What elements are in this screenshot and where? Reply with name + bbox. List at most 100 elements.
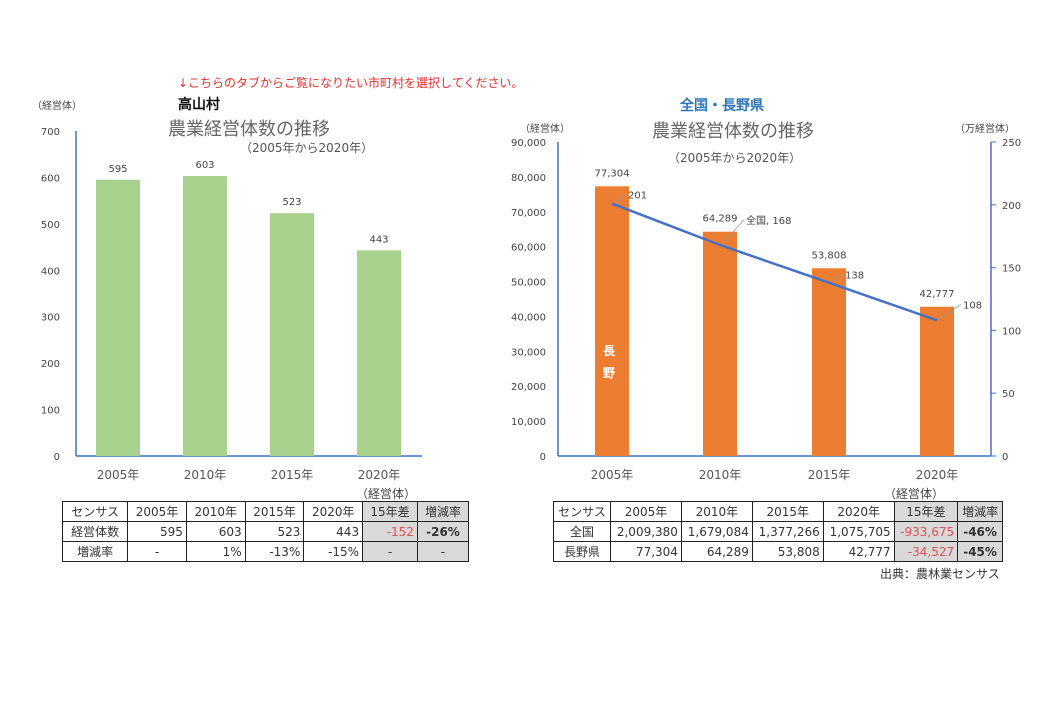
x-tick-label: 2020年 xyxy=(916,468,959,482)
table-cell: -26% xyxy=(416,521,470,542)
table-cell: -13% xyxy=(244,541,305,562)
table-row: 長野県 77,304 64,289 53,808 42,777 -34,527 -45% xyxy=(552,541,1003,562)
data-label: 595 xyxy=(108,164,127,175)
y2-tick-label: 250 xyxy=(1002,138,1021,149)
table-cell: 2,009,380 xyxy=(610,521,682,542)
y-tick-label: 700 xyxy=(41,127,60,138)
x-tick-label: 2020年 xyxy=(358,468,401,482)
table-cell: -152 xyxy=(362,521,418,542)
y-tick-label: 30,000 xyxy=(511,347,546,358)
left-data-table: センサス 2005年 2010年 2015年 2020年 15年差 増減率 経営体数 595 60… xyxy=(61,501,470,562)
right-y2-axis-label: （万経営体） xyxy=(955,124,1015,135)
left-x-unit-label: （経営体） xyxy=(356,487,417,501)
right-chart-title: 農業経営体数の推移 xyxy=(652,121,814,142)
x-tick-label: 2010年 xyxy=(699,468,742,482)
y2-tick-label: 50 xyxy=(1002,389,1015,400)
header-cell: 15年差 xyxy=(893,501,959,522)
y-tick-label: 100 xyxy=(41,406,60,417)
right-y-axis-label: （経営体） xyxy=(520,124,570,135)
y-tick-label: 0 xyxy=(540,452,546,463)
left-chart-heading: 高山村 xyxy=(178,97,220,113)
table-cell: 1,075,705 xyxy=(822,521,895,542)
table-cell: 増減率 xyxy=(61,541,129,562)
x-tick-label: 2010年 xyxy=(184,468,227,482)
table-cell: 1% xyxy=(185,541,246,562)
x-tick-label: 2005年 xyxy=(591,468,634,482)
header-cell: 2020年 xyxy=(822,501,895,522)
header-cell: 増減率 xyxy=(416,501,470,522)
leader-line xyxy=(830,274,844,283)
line-data-label: 108 xyxy=(963,300,982,311)
table-cell: 1,377,266 xyxy=(751,521,824,542)
line-series xyxy=(611,202,938,322)
table-row: 増減率 -1% -13% -15% - - xyxy=(61,541,470,562)
right-chart-subtitle: （2005年から2020年） xyxy=(668,151,802,165)
table-row: 経営体数 595 603 523 443 -152 -26% xyxy=(61,521,470,542)
data-label: 42,777 xyxy=(920,289,955,300)
bar xyxy=(270,213,314,456)
leader-line xyxy=(721,219,745,245)
right-data-table: センサス 2005年 2010年 2015年 2020年 15年差 増減率 全国 2,009,3… xyxy=(552,501,1003,562)
left-y-axis-label: （経営体） xyxy=(32,101,82,112)
line-data-label: 138 xyxy=(845,271,864,282)
bar xyxy=(703,231,737,456)
y2-tick-label: 200 xyxy=(1002,201,1021,212)
header-cell: センサス xyxy=(552,501,612,522)
table-cell: 53,808 xyxy=(751,541,824,562)
y2-tick-label: 150 xyxy=(1002,264,1021,275)
table-cell: -46% xyxy=(957,521,1003,542)
y-tick-label: 300 xyxy=(41,313,60,324)
data-label: 603 xyxy=(195,160,214,171)
line-data-label: 201 xyxy=(628,191,647,202)
bar-series-label: 野 xyxy=(603,366,615,380)
y2-tick-label: 0 xyxy=(1002,452,1008,463)
x-tick-label: 2015年 xyxy=(808,468,851,482)
table-header-row: センサス 2005年 2010年 2015年 2020年 15年差 増減率 xyxy=(552,501,1003,522)
table-cell: 全国 xyxy=(552,521,612,542)
y-tick-label: 90,000 xyxy=(511,138,546,149)
bar xyxy=(595,186,629,457)
table-cell: 595 xyxy=(127,521,187,542)
y-tick-label: 80,000 xyxy=(511,173,546,184)
y-tick-label: 60,000 xyxy=(511,243,546,254)
table-cell: -933,675 xyxy=(893,521,959,542)
table-row: 全国 2,009,380 1,679,084 1,377,266 1,075,705 -9… xyxy=(552,521,1003,542)
bar-series-label: 長 xyxy=(603,343,616,358)
table-cell: 42,777 xyxy=(822,541,895,562)
table-cell: 523 xyxy=(244,521,305,542)
header-cell: 2005年 xyxy=(127,501,187,522)
data-label: 77,304 xyxy=(595,168,630,179)
header-cell: 増減率 xyxy=(957,501,1003,522)
y-tick-label: 600 xyxy=(41,173,60,184)
table-cell: -15% xyxy=(303,541,364,562)
data-label: 53,808 xyxy=(812,250,847,261)
table-cell: 77,304 xyxy=(610,541,682,562)
leader-line xyxy=(613,194,627,203)
right-chart-heading: 全国・長野県 xyxy=(680,98,764,114)
table-cell: 443 xyxy=(303,521,364,542)
line-data-label: 全国, 168 xyxy=(746,214,791,227)
right-x-unit-label: （経営体） xyxy=(884,487,945,501)
header-cell: 15年差 xyxy=(362,501,418,522)
leader-line xyxy=(938,304,962,320)
x-tick-label: 2015年 xyxy=(271,468,314,482)
notice-text: ↓こちらのタブからご覧になりたい市町村を選択してください。 xyxy=(178,76,524,90)
y-tick-label: 10,000 xyxy=(511,417,546,428)
bar xyxy=(96,179,140,456)
table-cell: 64,289 xyxy=(680,541,753,562)
data-label: 64,289 xyxy=(703,214,738,225)
left-chart-title: 農業経営体数の推移 xyxy=(168,119,330,140)
bar xyxy=(812,268,846,456)
y-tick-label: 40,000 xyxy=(511,312,546,323)
left-chart-subtitle: （2005年から2020年） xyxy=(240,141,374,155)
y-tick-label: 500 xyxy=(41,220,60,231)
y-tick-label: 20,000 xyxy=(511,382,546,393)
table-cell: 経営体数 xyxy=(61,521,129,542)
table-cell: -34,527 xyxy=(893,541,959,562)
y-tick-label: 400 xyxy=(41,266,60,277)
x-tick-label: 2005年 xyxy=(97,468,140,482)
table-cell: - xyxy=(127,541,187,562)
